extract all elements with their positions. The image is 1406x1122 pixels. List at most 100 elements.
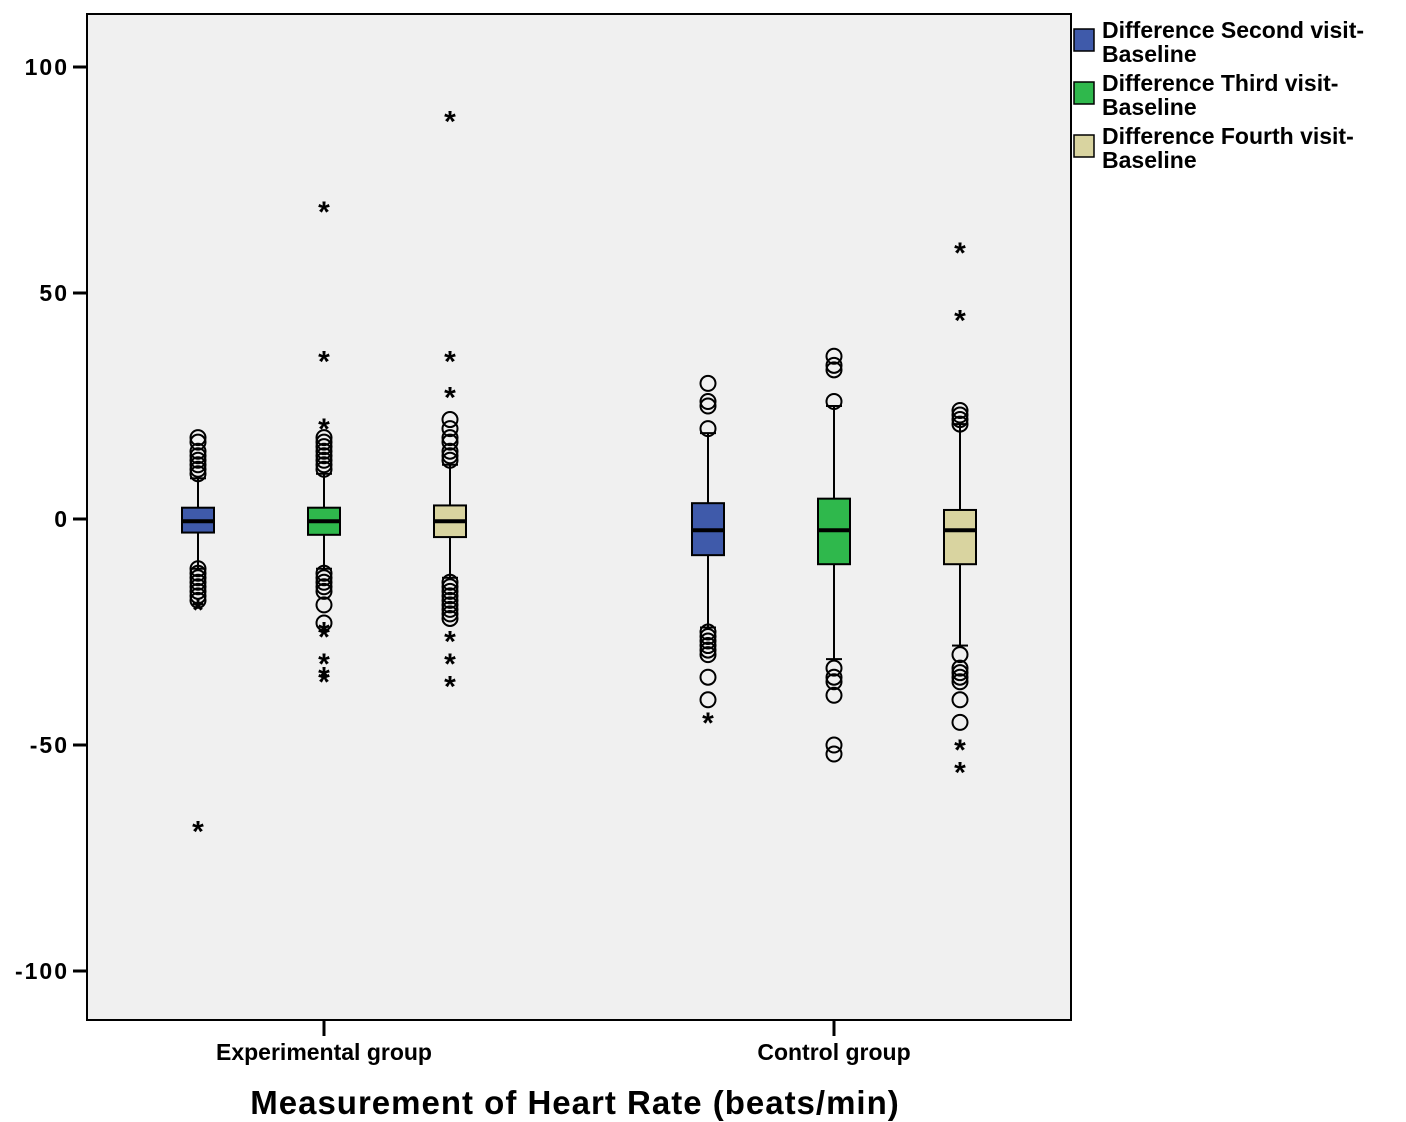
outlier-point xyxy=(441,596,459,614)
outlier-point xyxy=(315,569,333,587)
outlier-point xyxy=(699,420,717,438)
outlier-point xyxy=(189,429,207,447)
y-tick-label: 0 xyxy=(54,506,69,532)
y-tick-label: 50 xyxy=(39,280,69,306)
extreme-point: * xyxy=(954,757,966,790)
box-group: ******** xyxy=(307,196,341,699)
outlier-point xyxy=(699,668,717,686)
outlier-point xyxy=(441,600,459,618)
outlier-point xyxy=(189,573,207,591)
outlier-point xyxy=(315,596,333,614)
outlier-point xyxy=(825,668,843,686)
outlier-point xyxy=(951,659,969,677)
extreme-point: * xyxy=(444,345,456,378)
plot-background xyxy=(87,14,1071,1020)
outlier-point xyxy=(825,686,843,704)
extreme-point: * xyxy=(444,106,456,139)
extreme-point: * xyxy=(954,734,966,767)
outlier-point xyxy=(825,736,843,754)
outlier-point xyxy=(441,420,459,438)
outlier-point xyxy=(189,569,207,587)
extreme-point: * xyxy=(954,237,966,270)
outlier-point xyxy=(951,668,969,686)
legend-swatch xyxy=(1073,28,1095,52)
extreme-point: * xyxy=(318,666,330,699)
outlier-point xyxy=(951,713,969,731)
extreme-point: * xyxy=(702,707,714,740)
outlier-point xyxy=(441,447,459,465)
y-tick-label: 100 xyxy=(25,54,69,80)
outlier-point xyxy=(315,573,333,591)
x-tick-label: Experimental group xyxy=(216,1039,432,1065)
outlier-point xyxy=(315,564,333,582)
outlier-point xyxy=(315,460,333,478)
outlier-point xyxy=(951,402,969,420)
y-tick-label: -100 xyxy=(15,958,69,984)
outlier-point xyxy=(315,433,333,451)
outlier-point xyxy=(825,659,843,677)
outlier-point xyxy=(699,623,717,641)
outlier-point xyxy=(315,614,333,632)
legend-swatch xyxy=(1073,134,1095,158)
extreme-point: * xyxy=(318,621,330,654)
outlier-point xyxy=(699,392,717,410)
outlier-point xyxy=(189,465,207,483)
outlier-point xyxy=(315,442,333,460)
outlier-point xyxy=(699,637,717,655)
outlier-point xyxy=(825,356,843,374)
outlier-point xyxy=(189,460,207,478)
outlier-point xyxy=(441,582,459,600)
x-tick-label: Control group xyxy=(757,1039,910,1065)
outlier-point xyxy=(189,447,207,465)
legend-swatch xyxy=(1073,81,1095,105)
outlier-point xyxy=(441,451,459,469)
outlier-point xyxy=(189,564,207,582)
extreme-point: * xyxy=(318,648,330,681)
extreme-point: * xyxy=(444,381,456,414)
outlier-point xyxy=(699,641,717,659)
outlier-point xyxy=(315,582,333,600)
outlier-point xyxy=(441,578,459,596)
outlier-point xyxy=(441,573,459,591)
outlier-point xyxy=(951,406,969,424)
outlier-point xyxy=(189,451,207,469)
plot-frame xyxy=(86,13,1072,1021)
box-group: * xyxy=(691,374,725,740)
extreme-point: * xyxy=(318,345,330,378)
extreme-point: * xyxy=(318,413,330,446)
outlier-point xyxy=(441,605,459,623)
outlier-point xyxy=(699,646,717,664)
outlier-point xyxy=(699,374,717,392)
outlier-point xyxy=(315,456,333,474)
outlier-point xyxy=(699,628,717,646)
outlier-point xyxy=(441,433,459,451)
outlier-point xyxy=(189,433,207,451)
outlier-point xyxy=(189,456,207,474)
box-group: ****** xyxy=(433,106,467,704)
extreme-point: * xyxy=(954,305,966,338)
outlier-point xyxy=(189,578,207,596)
outlier-point xyxy=(951,673,969,691)
outlier-point xyxy=(441,411,459,429)
outlier-point xyxy=(825,392,843,410)
outlier-point xyxy=(441,591,459,609)
outlier-point xyxy=(315,447,333,465)
box xyxy=(943,508,977,566)
outlier-point xyxy=(441,609,459,627)
outlier-point xyxy=(951,411,969,429)
outlier-point xyxy=(825,673,843,691)
extreme-point: * xyxy=(444,648,456,681)
legend-label: Difference Third visit-Baseline xyxy=(1102,70,1338,120)
extreme-point: * xyxy=(444,626,456,659)
box-group: **** xyxy=(943,237,977,790)
outlier-point xyxy=(951,415,969,433)
outlier-point xyxy=(315,578,333,596)
outlier-point xyxy=(951,691,969,709)
y-tick-label: -50 xyxy=(30,732,69,758)
extreme-point: * xyxy=(318,662,330,695)
outlier-point xyxy=(189,582,207,600)
outlier-point xyxy=(189,591,207,609)
outlier-point xyxy=(699,397,717,415)
outlier-point xyxy=(441,429,459,447)
outlier-point xyxy=(315,451,333,469)
